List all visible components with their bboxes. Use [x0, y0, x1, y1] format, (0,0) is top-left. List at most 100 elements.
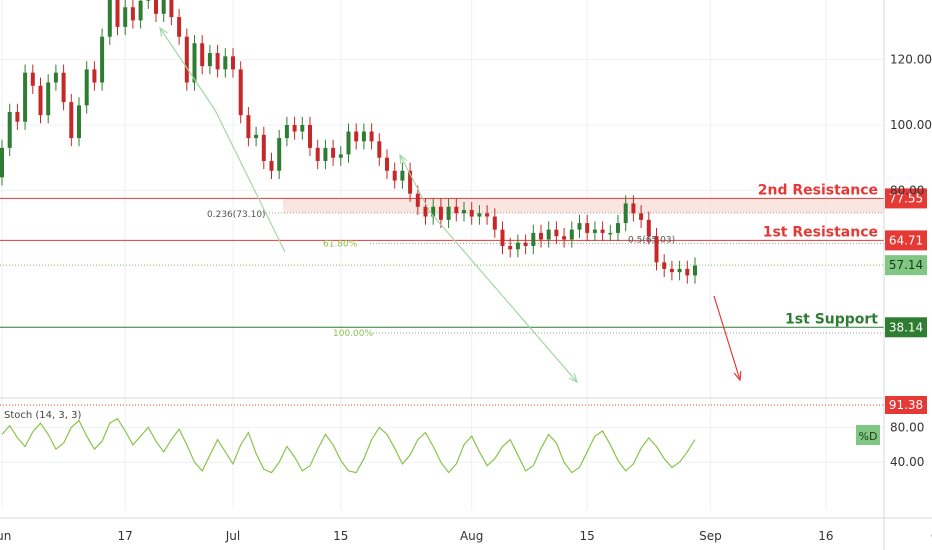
stoch-tick-label: 40.00 — [890, 455, 924, 469]
candle-body — [46, 82, 51, 116]
level-tag-bg — [885, 230, 927, 251]
candle-body — [23, 72, 28, 122]
stochastic-line — [1, 417, 696, 474]
trend-line — [214, 109, 286, 253]
candle-body — [107, 0, 112, 37]
candle-body — [639, 213, 644, 220]
candle-body — [100, 36, 105, 83]
level-tag-bg — [885, 317, 927, 338]
candle-body — [354, 131, 359, 142]
candle-body — [84, 69, 89, 106]
time-tick-label: Jul — [225, 529, 240, 543]
trend-arrow — [159, 27, 216, 111]
current-price-tag: 57.14 — [889, 258, 923, 272]
stoch-tag: 91.38 — [889, 398, 923, 412]
candle-body — [315, 147, 320, 161]
candle-body — [77, 105, 81, 139]
candle-body — [515, 242, 520, 250]
candle-body — [115, 0, 120, 27]
time-tick-label: 15 — [333, 529, 348, 543]
candle-body — [369, 131, 374, 142]
candle-body — [400, 170, 405, 181]
fib-label: 61.80% — [323, 239, 358, 249]
candle-body — [346, 131, 351, 155]
level-label: 1st Resistance — [763, 224, 878, 240]
stoch-tag-bg — [885, 396, 927, 414]
fib-label: 100.00% — [333, 329, 373, 339]
candle-body — [469, 210, 474, 217]
level-label: 1st Support — [785, 311, 878, 327]
time-tick-label: 16 — [818, 529, 833, 543]
level-tag: 77.55 — [889, 191, 923, 205]
price-tick-label: 120.00 — [890, 53, 932, 67]
candle-body — [415, 193, 420, 207]
candle-body — [492, 216, 497, 230]
trend-arrow-head — [159, 26, 168, 37]
level-tag: 64.71 — [889, 233, 923, 247]
percent-d-badge: %D — [859, 430, 878, 443]
projection-arrow-head — [733, 370, 742, 382]
candle-body — [254, 134, 259, 139]
candle-body — [654, 236, 659, 263]
stochastic-panel: Stoch (14, 3, 3) — [0, 404, 884, 474]
candle-body — [523, 242, 528, 246]
stochastic-label: Stoch (14, 3, 3) — [4, 410, 81, 421]
candle-body — [0, 147, 4, 178]
candle-body — [662, 262, 667, 269]
annotation-overlay: 2nd Resistance 77.55 1st Resistance 64.71 1s… — [159, 26, 927, 445]
candle-body — [223, 56, 228, 70]
level-label: 2nd Resistance — [758, 182, 878, 198]
trend-arrow-head — [399, 153, 408, 165]
candle-body — [38, 85, 43, 116]
candle-body — [546, 229, 551, 240]
price-tick-label: 140.00 — [890, 0, 932, 1]
time-tick-label: 17 — [118, 529, 133, 543]
current-price-tag-bg — [885, 255, 927, 276]
candle-body — [284, 125, 289, 139]
candle-body — [677, 268, 682, 273]
fib-label: 0.236(73.10) — [207, 210, 266, 220]
candle-body — [600, 229, 605, 233]
candle-body — [138, 0, 143, 21]
candle-body — [331, 147, 336, 158]
x-axis: Jun17Jul15Aug15Sep16Oct15Nov — [0, 529, 932, 543]
candle-body — [462, 210, 466, 214]
candle-body — [454, 206, 459, 214]
candle-body — [7, 111, 12, 148]
candle-body — [169, 0, 174, 18]
candle-body — [392, 170, 397, 181]
candle-body — [554, 229, 559, 237]
time-tick-label: 15 — [580, 529, 595, 543]
candle-body — [292, 125, 297, 132]
level-tag: 38.14 — [889, 320, 923, 334]
resistance-zone — [283, 198, 884, 213]
candle-body — [146, 0, 151, 1]
candle-body — [431, 206, 436, 217]
candle-body — [15, 111, 20, 122]
candle-body — [261, 134, 266, 161]
candle-body — [646, 219, 651, 237]
candle-body — [300, 125, 305, 132]
candle-body — [123, 7, 128, 27]
candle-body — [623, 203, 628, 224]
candle-body — [207, 53, 212, 67]
trend-arrow-head — [568, 373, 579, 384]
candle-body — [539, 232, 543, 240]
candle-body — [631, 203, 636, 214]
candle-body — [269, 160, 274, 171]
trend-arrow — [399, 154, 431, 213]
candle-body — [669, 268, 674, 273]
percent-d-badge-bg — [856, 425, 880, 445]
stoch-tick-label: 80.00 — [890, 420, 924, 434]
fib-label: 0.5(65.03) — [628, 235, 675, 245]
level-tag-bg — [885, 188, 927, 209]
candle-body — [184, 36, 189, 83]
time-tick-label: Jun — [0, 529, 11, 543]
candle-body — [277, 138, 282, 171]
candle-body — [92, 69, 97, 83]
candle-body — [238, 69, 243, 116]
candle-body — [61, 72, 66, 103]
price-tick-label: 80.00 — [890, 183, 924, 197]
candle-body — [154, 0, 158, 14]
